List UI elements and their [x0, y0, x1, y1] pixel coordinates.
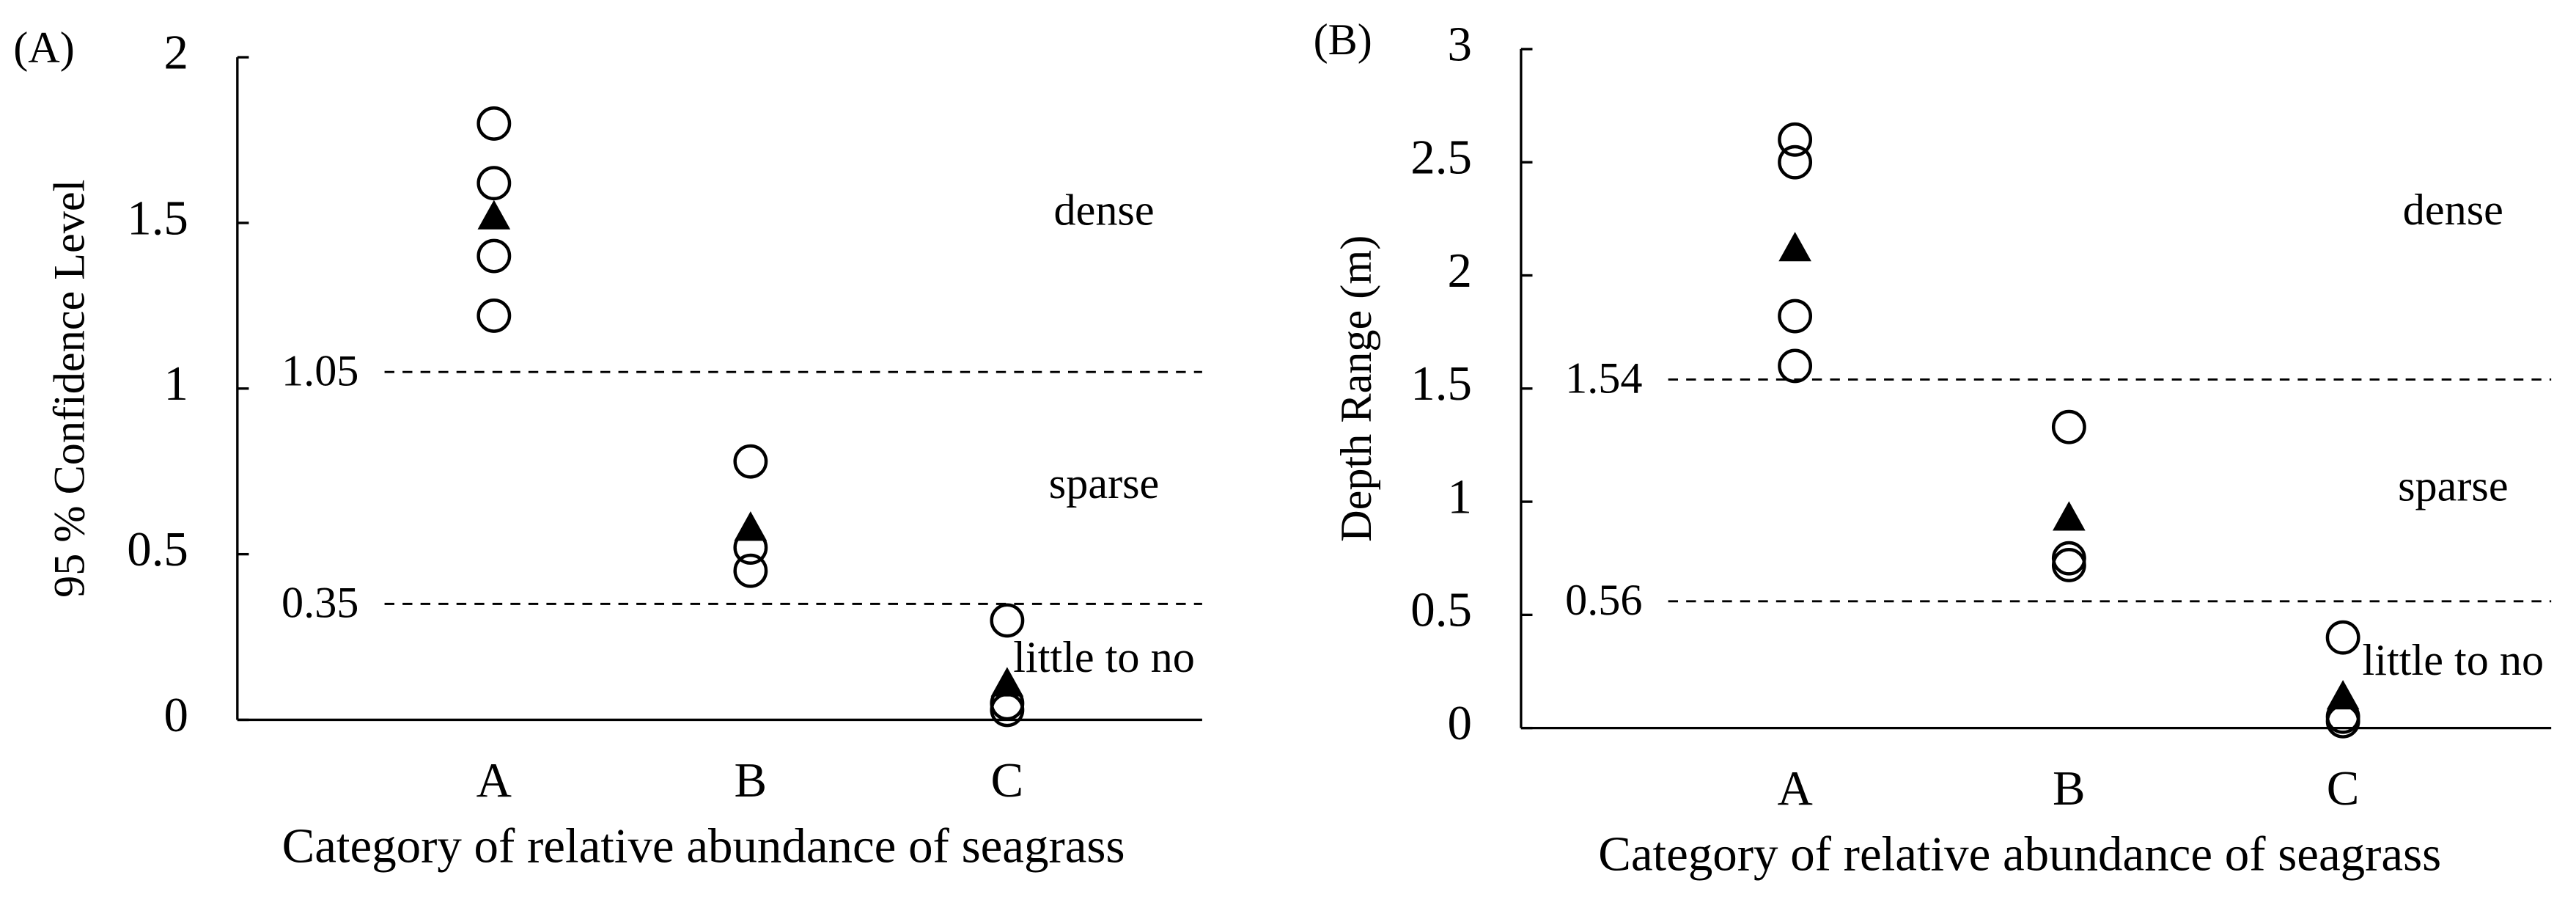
circle-point	[476, 106, 512, 141]
circle-point	[1778, 122, 1813, 157]
circle-point	[1778, 144, 1813, 180]
threshold-label: 1.54	[1565, 354, 1642, 403]
mean-triangle	[477, 199, 511, 230]
annotation: little to no	[2363, 636, 2544, 685]
circle-point	[1778, 348, 1813, 384]
y-tick-label: 3	[1447, 17, 1471, 71]
x-axis-label: Category of relative abundance of seagra…	[1598, 827, 2441, 881]
circle-point	[2325, 620, 2360, 655]
threshold-label: 0.56	[1565, 576, 1642, 625]
y-tick-label: 0.5	[127, 522, 188, 576]
annotation: sparse	[1049, 459, 1160, 508]
panel-label: (B)	[1314, 15, 1372, 65]
circle-point	[476, 238, 512, 274]
circle-point	[733, 553, 768, 588]
x-tick-label: B	[735, 753, 768, 808]
y-tick-label: 0	[163, 688, 188, 742]
y-tick-label: 0	[1447, 696, 1471, 750]
x-tick-label: B	[2053, 761, 2086, 816]
x-tick-label: C	[2327, 761, 2360, 816]
mean-triangle	[990, 667, 1024, 697]
circle-point	[2051, 541, 2086, 576]
threshold-label: 1.05	[281, 346, 358, 395]
circle-point	[990, 603, 1025, 638]
y-tick-label: 1.5	[1410, 356, 1472, 411]
circle-point	[476, 166, 512, 201]
annotation: sparse	[2398, 461, 2509, 510]
x-axis-label: Category of relative abundance of seagra…	[282, 819, 1125, 873]
y-tick-label: 0.5	[1410, 583, 1472, 637]
y-axis-label: Depth Range (m)	[1332, 235, 1381, 542]
mean-triangle	[734, 511, 768, 541]
y-tick-label: 1	[1447, 469, 1471, 524]
x-tick-label: C	[991, 753, 1024, 808]
threshold-label: 0.35	[281, 579, 358, 628]
mean-triangle	[1778, 232, 1811, 262]
mean-triangle	[2053, 501, 2086, 531]
annotation: dense	[2403, 186, 2503, 235]
annotation: dense	[1053, 186, 1154, 235]
x-tick-label: A	[1777, 761, 1812, 816]
mean-triangle	[2326, 680, 2360, 710]
panel-label: (A)	[13, 23, 75, 73]
y-tick-label: 1.5	[127, 191, 188, 245]
y-tick-label: 2	[1447, 244, 1471, 298]
annotation: little to no	[1013, 633, 1195, 682]
y-tick-label: 1	[163, 356, 188, 411]
x-tick-label: A	[476, 753, 512, 808]
circle-point	[476, 298, 512, 333]
circle-point	[1778, 299, 1813, 334]
circle-point	[733, 444, 768, 479]
y-axis-label: 95 % Confidence Level	[45, 180, 95, 598]
circle-point	[2051, 409, 2086, 444]
circle-point	[2051, 548, 2086, 582]
y-tick-label: 2.5	[1410, 131, 1472, 185]
y-tick-label: 2	[163, 25, 188, 79]
